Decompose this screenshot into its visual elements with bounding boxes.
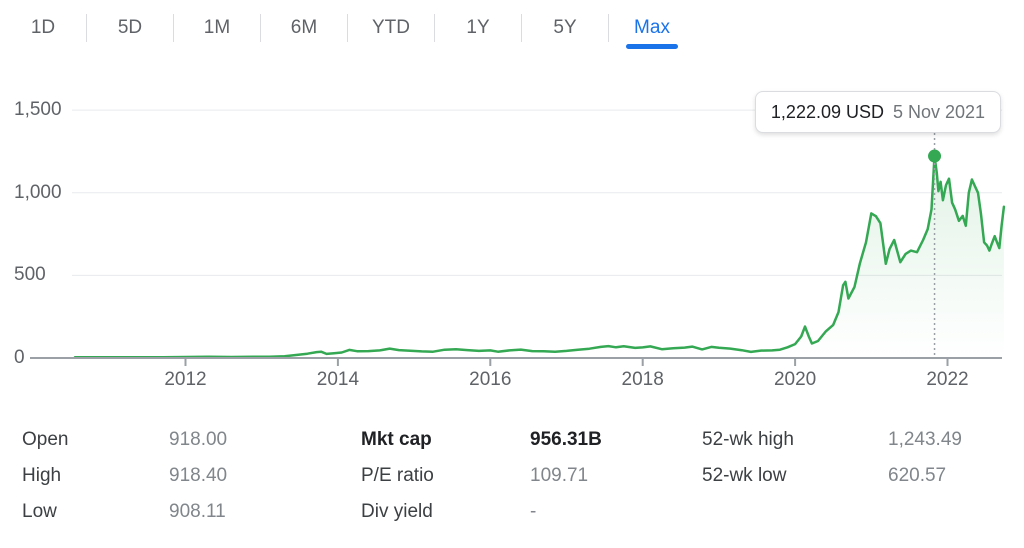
price-tooltip: 1,222.09 USD 5 Nov 2021	[755, 91, 1001, 133]
stat-row-high: High 918.40	[22, 458, 227, 494]
tab-1d[interactable]: 1D	[0, 13, 86, 43]
stat-row-div-yield: Div yield -	[361, 494, 602, 530]
tab-divider	[173, 14, 174, 42]
y-axis-label: 1,000	[14, 181, 62, 203]
stats-column-ohl: Open 918.00 High 918.40 Low 908.11	[22, 422, 227, 530]
stat-value: -	[530, 501, 537, 522]
stat-value: 1,243.49	[888, 429, 962, 450]
y-axis-label: 1,500	[14, 99, 62, 121]
stat-label: High	[22, 465, 62, 486]
x-axis-label: 2018	[621, 369, 664, 390]
tab-label: 5Y	[553, 17, 577, 38]
stat-row-52-wk-high: 52-wk high 1,243.49	[702, 422, 962, 458]
tab-max[interactable]: Max	[609, 13, 695, 49]
stat-label: Mkt cap	[361, 429, 432, 450]
range-tab-bar: 1D 5D 1M 6M YTD 1Y 5Y Max	[0, 9, 695, 49]
y-axis-label: 0	[14, 347, 25, 368]
x-axis-label: 2014	[316, 369, 360, 390]
stat-row-52-wk-low: 52-wk low 620.57	[702, 458, 962, 494]
tab-label: YTD	[372, 17, 410, 38]
tab-6m[interactable]: 6M	[261, 13, 347, 43]
tab-5d[interactable]: 5D	[87, 13, 173, 43]
stat-label: 52-wk low	[702, 465, 787, 486]
tab-label: 1M	[203, 17, 231, 38]
tab-label: Max	[634, 17, 670, 38]
tab-ytd[interactable]: YTD	[348, 13, 434, 43]
tab-divider	[347, 14, 348, 42]
stat-value: 918.00	[169, 429, 228, 450]
x-axis-label: 2022	[926, 369, 969, 390]
tooltip-price: 1,222.09 USD	[770, 101, 884, 122]
tab-divider	[434, 14, 435, 42]
marker-dot	[928, 149, 942, 163]
stat-label: 52-wk high	[702, 429, 794, 450]
active-tab-underline	[626, 44, 678, 49]
y-axis-label: 500	[14, 264, 46, 286]
stat-row-mkt-cap: Mkt cap 956.31B	[361, 422, 602, 458]
stat-value: 918.40	[169, 465, 228, 486]
stat-label: Open	[22, 429, 69, 450]
tab-label: 5D	[117, 17, 143, 38]
stat-value: 956.31B	[530, 429, 602, 450]
tab-1y[interactable]: 1Y	[435, 13, 521, 43]
tab-label: 6M	[290, 17, 318, 38]
price-chart[interactable]	[0, 0, 1024, 410]
x-axis-label: 2012	[164, 369, 207, 390]
stat-value: 109.71	[530, 465, 589, 486]
stat-row-open: Open 918.00	[22, 422, 227, 458]
stat-value: 620.57	[888, 465, 947, 486]
tooltip-date: 5 Nov 2021	[893, 101, 986, 122]
stat-label: Low	[22, 501, 57, 522]
tab-label: 1Y	[466, 17, 490, 38]
x-axis-label: 2020	[773, 369, 817, 390]
tab-5y[interactable]: 5Y	[522, 13, 608, 43]
tab-divider	[608, 14, 609, 42]
price-area-fill	[75, 156, 1004, 358]
price-line	[73, 154, 1006, 359]
x-axis-label: 2016	[469, 369, 512, 390]
stat-row-p-e-ratio: P/E ratio 109.71	[361, 458, 602, 494]
stats-column-fundamentals: Mkt cap 956.31B P/E ratio 109.71 Div yield -	[361, 422, 602, 530]
tab-divider	[86, 14, 87, 42]
stat-row-low: Low 908.11	[22, 494, 227, 530]
tab-1m[interactable]: 1M	[174, 13, 260, 43]
stat-label: Div yield	[361, 501, 433, 522]
stat-value: 908.11	[169, 501, 226, 522]
price-chart-region[interactable]: 1,222.09 USD 5 Nov 2021 0 500 1,000 1,500 20…	[0, 0, 1024, 410]
tab-divider	[521, 14, 522, 42]
stats-column-52wk: 52-wk high 1,243.49 52-wk low 620.57	[702, 422, 962, 494]
tab-divider	[260, 14, 261, 42]
tab-label: 1D	[30, 17, 56, 38]
stat-label: P/E ratio	[361, 465, 434, 486]
